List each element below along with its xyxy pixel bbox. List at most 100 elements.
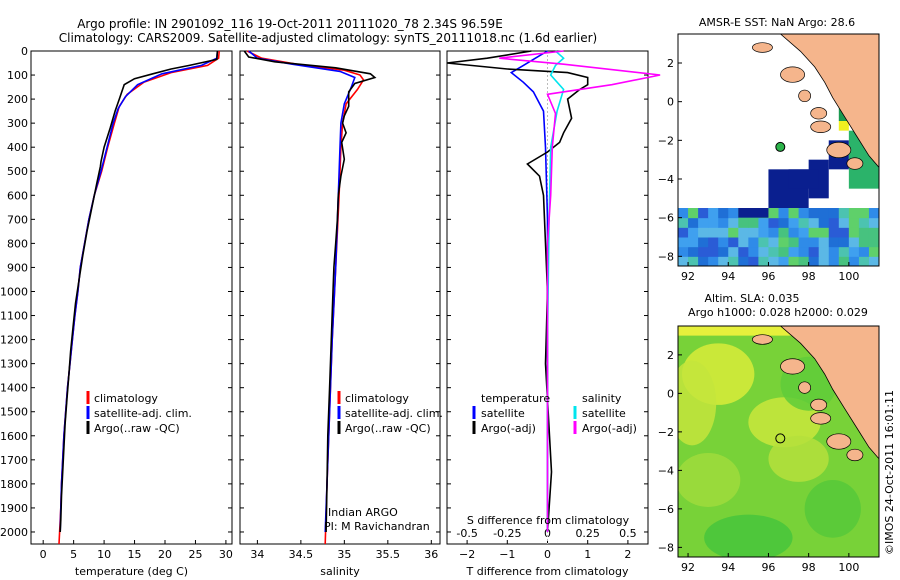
difference-legend: temperature salinity satellite Argo(-adj… (472, 392, 637, 435)
sst-cell (708, 237, 719, 248)
sst-cell (848, 237, 860, 248)
sst-cell (808, 237, 820, 248)
island (846, 157, 864, 170)
sst-cell (748, 217, 759, 228)
sst-cell (838, 121, 849, 131)
sla-anomaly-blob (768, 435, 829, 482)
sst-cell (778, 217, 790, 228)
y-tick-label: 1800 (0, 478, 28, 491)
sst-cell (828, 217, 840, 228)
map-y-tick-label: 2 (667, 57, 674, 70)
sst-cell (848, 208, 860, 219)
sla-anomaly-band (678, 326, 879, 336)
sst-cell (718, 256, 729, 266)
sst-cell (718, 208, 729, 219)
map-frame (677, 325, 880, 558)
plot-frame (30, 50, 233, 545)
sst-cell (758, 217, 769, 228)
sst-cell (738, 227, 749, 238)
island (780, 66, 805, 83)
x-tick-label: 36 (424, 548, 438, 561)
sumatra-land (779, 34, 879, 169)
series-line-climatology (58, 50, 220, 545)
legend-temp-satellite: satellite (481, 407, 525, 420)
map-x-tick-label: 100 (838, 270, 859, 283)
salinity-panel: 34 34.5 35 35.5 36 salinity (239, 50, 441, 578)
sst-cell (678, 208, 689, 219)
sst-cell (848, 256, 860, 266)
sst-cell (708, 256, 719, 266)
sst-cell (798, 256, 810, 266)
sst-cell (708, 246, 719, 257)
island (752, 42, 773, 53)
y-tick-label: 900 (7, 261, 28, 274)
map-x-tick-label: 92 (681, 270, 695, 283)
sst-cell (868, 256, 879, 266)
sst-cell (858, 208, 870, 219)
map-y-tick-label: −4 (658, 173, 674, 186)
y-tick-label: 1100 (0, 310, 28, 323)
y-tick-label: 1400 (0, 382, 28, 395)
x-axis-label: T difference from climatology (466, 565, 629, 578)
y-tick-label: 1200 (0, 334, 28, 347)
sst-cell (688, 256, 699, 266)
sst-cell (798, 217, 810, 228)
sst-cell (858, 217, 870, 228)
sst-cell (808, 246, 820, 257)
island (780, 358, 805, 375)
sst-cell (798, 246, 810, 257)
sst-cell (698, 246, 709, 257)
imos-footer-text: ©IMOS 24-Oct-2011 16:01:11 (883, 390, 896, 555)
series-line-argo-raw-qc- (59, 50, 219, 533)
map-y-tick-label: −4 (658, 464, 674, 477)
sst-cell (688, 208, 699, 219)
sst-cell (728, 237, 739, 248)
sst-cell (778, 237, 790, 248)
sst-cell (678, 217, 689, 228)
map-x-tick-label: 98 (802, 270, 816, 283)
sst-cell (848, 227, 860, 238)
legend-satellite: satellite-adj. clim. (94, 407, 192, 420)
map-y-tick-label: −2 (658, 426, 674, 439)
sst-cell (698, 237, 709, 248)
sst-cell (818, 217, 830, 228)
sst-cell (838, 208, 850, 219)
map-y-tick-label: 2 (667, 349, 674, 362)
sst-cell (698, 227, 709, 238)
sst-cell (738, 246, 749, 257)
legend-climatology: climatology (345, 392, 409, 405)
sla-map-title-line1: Altim. SLA: 0.035 (704, 292, 799, 305)
x-tick-label: −2 (459, 548, 475, 561)
x-tick-label: 10 (97, 548, 111, 561)
sst-cell (828, 246, 840, 257)
sst-cell (718, 227, 729, 238)
sst-cell (818, 256, 830, 266)
y-tick-label: 200 (7, 93, 28, 106)
legend-argo: Argo(..raw -QC) (345, 422, 431, 435)
sst-cell (868, 237, 879, 248)
sst-cell (678, 237, 689, 248)
map-y-tick-label: −8 (658, 250, 674, 263)
sst-cell (748, 237, 759, 248)
sla-anomaly-blob (704, 514, 793, 557)
series-line-climatology (246, 50, 365, 545)
y-tick-label: 800 (7, 237, 28, 250)
legend-climatology: climatology (94, 392, 158, 405)
series-line-satellite-adj-clim- (59, 50, 219, 533)
sst-cell (748, 256, 759, 266)
island (810, 398, 828, 412)
sst-cell (678, 256, 689, 266)
map-x-tick-label: 96 (761, 270, 775, 283)
sst-cell (678, 227, 689, 238)
sst-cell (808, 256, 820, 266)
sla-anomaly-blob (678, 453, 741, 507)
sst-map-title: AMSR-E SST: NaN Argo: 28.6 (699, 16, 855, 29)
sst-cell (838, 246, 850, 257)
sst-cell (728, 208, 739, 219)
sst-cell (688, 217, 699, 228)
legend-sal-argo: Argo(-adj) (582, 422, 637, 435)
sst-cell (838, 217, 850, 228)
x-axis-label: temperature (deg C) (75, 565, 188, 578)
sst-cell (728, 256, 739, 266)
